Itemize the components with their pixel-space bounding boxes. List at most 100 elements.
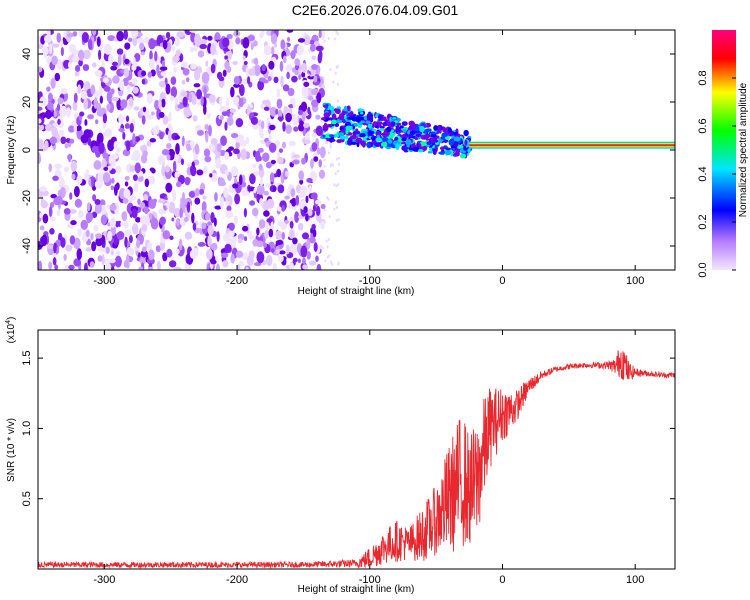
- heatmap-cell: [252, 163, 257, 169]
- heatmap-cell: [291, 197, 297, 207]
- heatmap-cell: [268, 60, 275, 70]
- heatmap-cell: [49, 216, 56, 222]
- heatmap-cell: [336, 82, 339, 86]
- heatmap-cell: [289, 229, 295, 239]
- snr-scale-text: (x10: [6, 323, 17, 343]
- heatmap-cell: [453, 131, 459, 135]
- heatmap-cell: [47, 92, 53, 102]
- heatmap-cell: [194, 188, 200, 197]
- heatmap-cell: [71, 55, 80, 63]
- heatmap-cell: [86, 202, 91, 212]
- heatmap-cell: [94, 70, 103, 77]
- heatmap-cell: [355, 133, 361, 137]
- x-tick-label: -200: [226, 275, 248, 287]
- heatmap-cell: [328, 105, 335, 111]
- heatmap-cell: [142, 150, 148, 157]
- heatmap-cell: [65, 244, 73, 252]
- heatmap-cell: [320, 220, 325, 230]
- heatmap-cell: [333, 133, 338, 138]
- heatmap-cell: [301, 71, 306, 78]
- heatmap-cell: [307, 106, 311, 115]
- x-tick-label: 100: [626, 574, 644, 586]
- heatmap-cell: [432, 139, 439, 143]
- heatmap-cell: [318, 169, 326, 179]
- heatmap-cell: [325, 239, 328, 243]
- heatmap-cell: [282, 84, 290, 92]
- heatmap-cell: [45, 123, 53, 132]
- heatmap-cell: [147, 242, 153, 251]
- heatmap-cell: [90, 84, 96, 95]
- heatmap-cell: [300, 245, 308, 258]
- heatmap-cell: [158, 80, 166, 88]
- heatmap-cell: [301, 232, 310, 240]
- heatmap-cell: [133, 106, 140, 111]
- heatmap-cell: [219, 96, 223, 107]
- heatmap-cell: [338, 113, 345, 121]
- heatmap-cell: [83, 49, 91, 60]
- heatmap-cell: [147, 113, 154, 120]
- heatmap-cell: [108, 154, 116, 166]
- heatmap-cell: [306, 250, 311, 260]
- heatmap-cell: [91, 175, 95, 188]
- heatmap-cell: [129, 122, 134, 133]
- heatmap-cell: [69, 235, 76, 245]
- heatmap-cell: [275, 230, 282, 240]
- heatmap-cell: [68, 125, 75, 133]
- heatmap-cell: [158, 111, 165, 119]
- heatmap-cell: [453, 151, 460, 157]
- heatmap-cell: [141, 246, 147, 253]
- heatmap-cell: [328, 254, 331, 258]
- heatmap-cell: [102, 172, 111, 183]
- heatmap-cell: [318, 159, 322, 168]
- heatmap-cell: [286, 71, 290, 80]
- heatmap-cell: [171, 217, 175, 222]
- heatmap-cell: [270, 33, 278, 45]
- heatmap-cell: [272, 263, 278, 270]
- heatmap-cell: [253, 187, 257, 194]
- heatmap-cell: [238, 174, 243, 186]
- heatmap-cell: [251, 124, 259, 130]
- heatmap-cell: [306, 131, 310, 141]
- heatmap-cell: [124, 58, 130, 65]
- heatmap-cell: [179, 208, 183, 219]
- heatmap-cell: [328, 214, 331, 218]
- heatmap-cell: [259, 198, 264, 207]
- heatmap-cell: [159, 216, 166, 226]
- heatmap-cell: [273, 43, 278, 49]
- heatmap-cell: [345, 129, 349, 135]
- heatmap-cell: [242, 55, 246, 61]
- heatmap-cell: [186, 111, 193, 116]
- heatmap-cell: [124, 229, 132, 236]
- heatmap-cell: [107, 230, 113, 242]
- heatmap-cell: [401, 137, 407, 142]
- heatmap-cell: [278, 148, 284, 153]
- heatmap-cell: [194, 33, 201, 46]
- snr-x-label: Height of straight line (km): [298, 584, 415, 595]
- heatmap-cell: [258, 163, 263, 171]
- heatmap-cell: [181, 135, 185, 147]
- heatmap-cell: [201, 201, 207, 213]
- svg-text:(x104): (x104): [5, 317, 17, 344]
- heatmap-cell: [38, 139, 44, 150]
- heatmap-cell: [332, 80, 335, 84]
- heatmap-cell: [262, 79, 269, 84]
- heatmap-cell: [355, 116, 362, 123]
- heatmap-cell: [39, 225, 45, 231]
- heatmap-cell: [301, 86, 309, 98]
- heatmap-cell: [300, 101, 308, 112]
- heatmap-cell: [85, 212, 94, 223]
- heatmap-cell: [311, 223, 316, 230]
- heatmap-cell: [265, 161, 272, 169]
- heatmap-cell: [50, 194, 57, 199]
- heatmap-cell: [360, 120, 366, 124]
- heatmap-cell: [125, 254, 130, 265]
- heatmap-cell: [202, 195, 207, 200]
- heatmap-cell: [196, 89, 203, 100]
- heatmap-cell: [270, 248, 275, 253]
- heatmap-cell: [334, 72, 337, 76]
- heatmap-cell: [281, 141, 287, 149]
- heatmap-cell: [326, 196, 329, 200]
- heatmap-cell: [222, 233, 230, 242]
- heatmap-cell: [139, 42, 145, 51]
- heatmap-cell: [39, 112, 48, 119]
